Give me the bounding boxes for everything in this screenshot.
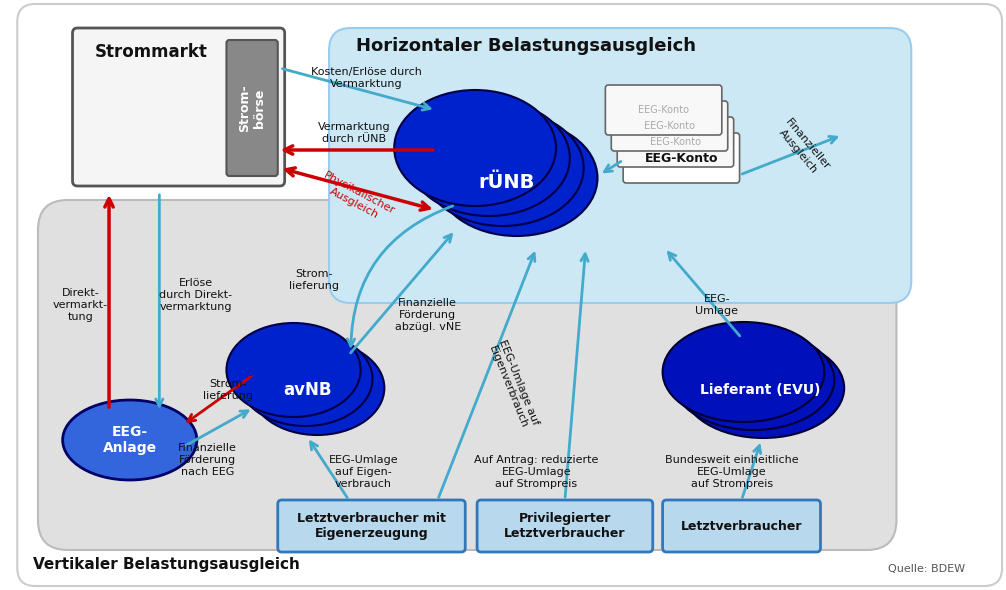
FancyBboxPatch shape (38, 200, 896, 550)
FancyBboxPatch shape (72, 28, 285, 186)
Text: avNB: avNB (283, 381, 332, 399)
Text: Erlöse
durch Direkt-
vermarktung: Erlöse durch Direkt- vermarktung (159, 278, 232, 312)
Text: EEG-
Anlage: EEG- Anlage (103, 425, 157, 455)
Ellipse shape (663, 322, 825, 422)
FancyBboxPatch shape (329, 28, 911, 303)
Ellipse shape (436, 120, 598, 236)
Text: rÜNB: rÜNB (479, 173, 535, 192)
Ellipse shape (408, 100, 569, 216)
FancyBboxPatch shape (663, 500, 821, 552)
Text: Auf Antrag: reduzierte
EEG-Umlage
auf Strompreis: Auf Antrag: reduzierte EEG-Umlage auf St… (474, 455, 599, 489)
FancyBboxPatch shape (612, 101, 727, 151)
Text: EEG-
Umlage: EEG- Umlage (695, 294, 738, 316)
Text: Quelle: BDEW: Quelle: BDEW (888, 564, 966, 574)
Text: EEG-Umlage auf
Eigenverbrauch: EEG-Umlage auf Eigenverbrauch (487, 339, 540, 431)
Text: EEG-Konto: EEG-Konto (645, 152, 718, 165)
FancyBboxPatch shape (623, 133, 739, 183)
FancyBboxPatch shape (17, 4, 1002, 586)
FancyBboxPatch shape (606, 85, 722, 135)
FancyBboxPatch shape (278, 500, 465, 552)
Text: EEG-Konto: EEG-Konto (638, 105, 689, 115)
Text: Strom-
lieferung: Strom- lieferung (203, 379, 254, 401)
Ellipse shape (226, 323, 361, 417)
Text: Privilegierter
Letztverbraucher: Privilegierter Letztverbraucher (504, 512, 626, 540)
Ellipse shape (682, 338, 844, 438)
Text: Letztverbraucher mit
Eigenerzeugung: Letztverbraucher mit Eigenerzeugung (297, 512, 446, 540)
FancyBboxPatch shape (226, 40, 278, 176)
Ellipse shape (672, 330, 834, 430)
Text: Direkt-
vermarkt-
tung: Direkt- vermarkt- tung (53, 289, 108, 322)
Ellipse shape (238, 332, 372, 426)
Ellipse shape (250, 341, 384, 435)
Text: Finanzieller
Ausgleich: Finanzieller Ausgleich (774, 117, 831, 179)
FancyBboxPatch shape (618, 117, 733, 167)
Text: Strommarkt: Strommarkt (95, 43, 208, 61)
Text: Vermarktung
durch rÜNB: Vermarktung durch rÜNB (318, 122, 390, 144)
Text: EEG-Konto: EEG-Konto (650, 137, 701, 147)
Text: Strom-
börse: Strom- börse (238, 84, 267, 132)
Text: Finanzielle
Förderung
abzügl. vNE: Finanzielle Förderung abzügl. vNE (394, 299, 461, 332)
Text: Bundesweit einheitliche
EEG-Umlage
auf Strompreis: Bundesweit einheitliche EEG-Umlage auf S… (665, 455, 799, 489)
FancyBboxPatch shape (477, 500, 653, 552)
Text: Kosten/Erlöse durch
Vermarktung: Kosten/Erlöse durch Vermarktung (311, 67, 422, 89)
Text: EEG-Konto: EEG-Konto (644, 121, 695, 131)
Text: Strom-
lieferung: Strom- lieferung (290, 269, 339, 291)
Ellipse shape (422, 110, 583, 226)
Ellipse shape (394, 90, 556, 206)
Ellipse shape (62, 400, 197, 480)
Text: Lieferant (EVU): Lieferant (EVU) (700, 383, 821, 397)
Text: Horizontaler Belastungsausgleich: Horizontaler Belastungsausgleich (356, 37, 696, 55)
Text: Physikalischer
Ausgleich: Physikalischer Ausgleich (317, 170, 396, 226)
Text: EEG-Umlage
auf Eigen-
verbrauch: EEG-Umlage auf Eigen- verbrauch (329, 455, 398, 489)
Text: Letztverbraucher: Letztverbraucher (681, 520, 803, 533)
Text: Vertikaler Belastungsausgleich: Vertikaler Belastungsausgleich (33, 558, 300, 572)
Text: Finanzielle
Förderung
nach EEG: Finanzielle Förderung nach EEG (178, 444, 237, 477)
